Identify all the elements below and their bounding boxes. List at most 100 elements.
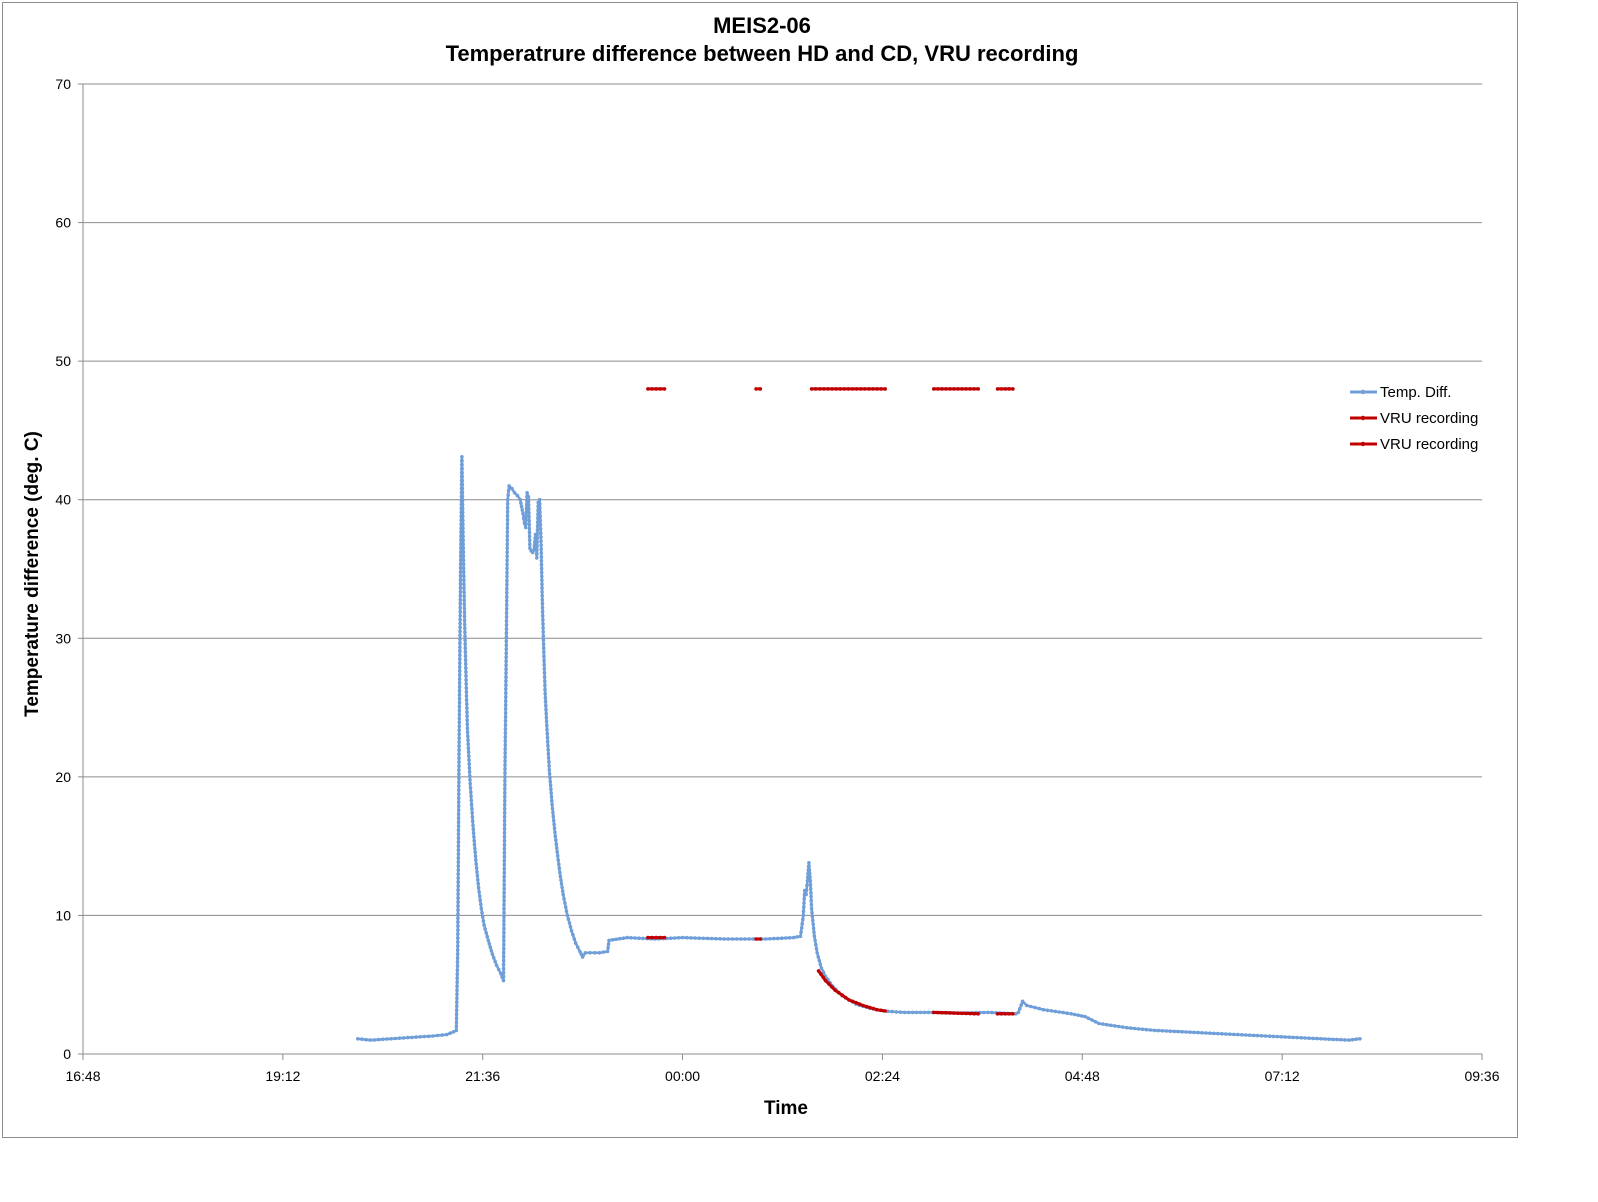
data-point bbox=[502, 858, 507, 863]
data-point bbox=[480, 910, 484, 915]
data-point bbox=[813, 938, 817, 943]
data-point bbox=[385, 1037, 389, 1041]
data-point bbox=[458, 570, 463, 574]
data-point bbox=[535, 532, 540, 536]
data-point bbox=[579, 952, 584, 956]
data-point bbox=[830, 985, 834, 989]
data-point bbox=[462, 582, 466, 587]
data-point bbox=[812, 934, 817, 938]
data-point bbox=[474, 866, 479, 870]
data-point bbox=[503, 723, 508, 727]
data-point bbox=[1086, 1016, 1091, 1021]
data-point bbox=[502, 882, 507, 887]
data-point bbox=[826, 387, 830, 391]
data-point bbox=[457, 724, 462, 729]
data-point bbox=[461, 566, 466, 571]
data-point bbox=[462, 574, 466, 579]
data-point bbox=[472, 839, 477, 843]
data-point bbox=[376, 1037, 381, 1042]
data-point bbox=[1019, 1003, 1023, 1007]
data-point bbox=[1358, 1037, 1362, 1041]
data-point bbox=[804, 888, 809, 892]
data-point bbox=[505, 554, 510, 559]
data-point bbox=[800, 921, 804, 926]
data-point bbox=[846, 387, 851, 391]
data-point bbox=[458, 609, 463, 614]
data-point bbox=[818, 962, 823, 967]
data-point bbox=[462, 602, 467, 607]
data-point bbox=[464, 666, 468, 670]
data-point bbox=[847, 998, 851, 1002]
data-point bbox=[1148, 1028, 1153, 1032]
data-point bbox=[672, 936, 677, 940]
data-point bbox=[968, 387, 972, 391]
data-point bbox=[1041, 1007, 1046, 1012]
data-point bbox=[426, 1034, 431, 1039]
data-point bbox=[458, 613, 463, 618]
data-point bbox=[458, 558, 463, 562]
data-point bbox=[558, 874, 563, 879]
data-point bbox=[458, 601, 463, 606]
chart-title: MEIS2-06 bbox=[713, 13, 811, 38]
data-point bbox=[964, 1011, 968, 1016]
data-point bbox=[540, 582, 544, 586]
data-point bbox=[512, 491, 517, 495]
data-point bbox=[458, 590, 463, 594]
data-point bbox=[858, 387, 863, 391]
data-point bbox=[1200, 1031, 1204, 1035]
data-point bbox=[1033, 1005, 1037, 1010]
data-point bbox=[460, 462, 464, 467]
data-point bbox=[1216, 1031, 1220, 1036]
data-point bbox=[502, 839, 507, 843]
data-point bbox=[972, 1011, 976, 1016]
data-point bbox=[546, 756, 551, 760]
data-point bbox=[502, 866, 507, 871]
data-point bbox=[535, 548, 539, 552]
data-point bbox=[468, 774, 472, 778]
data-point bbox=[506, 493, 511, 497]
data-point bbox=[457, 708, 462, 713]
data-point bbox=[524, 517, 528, 522]
data-point bbox=[1101, 1022, 1105, 1026]
data-point bbox=[583, 951, 588, 955]
data-point bbox=[492, 956, 496, 960]
data-point bbox=[461, 518, 465, 523]
data-point bbox=[542, 675, 547, 679]
data-point bbox=[457, 736, 462, 741]
data-point bbox=[1093, 1020, 1098, 1024]
data-point bbox=[802, 901, 806, 905]
y-tick-label: 0 bbox=[63, 1046, 71, 1062]
data-point bbox=[456, 896, 460, 900]
data-point bbox=[1168, 1029, 1173, 1033]
data-point bbox=[1113, 1024, 1117, 1028]
data-point bbox=[798, 934, 803, 938]
data-point bbox=[502, 874, 507, 879]
data-point bbox=[466, 742, 471, 746]
data-point bbox=[466, 746, 471, 750]
data-point bbox=[460, 474, 465, 479]
data-point bbox=[898, 1010, 903, 1014]
data-point bbox=[836, 990, 841, 995]
data-point bbox=[457, 688, 462, 693]
data-point bbox=[1090, 1018, 1094, 1022]
data-point bbox=[461, 542, 466, 546]
data-point bbox=[473, 846, 477, 851]
data-point bbox=[1188, 1030, 1192, 1034]
data-point bbox=[458, 625, 462, 630]
data-point bbox=[842, 387, 847, 391]
data-point bbox=[539, 562, 544, 567]
data-point bbox=[526, 499, 531, 503]
y-tick-label: 70 bbox=[55, 76, 71, 92]
data-point bbox=[557, 866, 562, 871]
data-point bbox=[502, 918, 506, 923]
data-point bbox=[503, 727, 508, 731]
chart-subtitle: Temperatrure difference between HD and C… bbox=[446, 41, 1079, 66]
x-tick-label: 19:12 bbox=[265, 1068, 300, 1084]
data-point bbox=[456, 936, 460, 940]
data-point bbox=[505, 538, 510, 542]
data-point bbox=[539, 551, 544, 555]
data-point bbox=[494, 963, 499, 968]
data-point bbox=[457, 673, 462, 677]
data-point bbox=[458, 629, 462, 634]
data-point bbox=[456, 860, 461, 864]
